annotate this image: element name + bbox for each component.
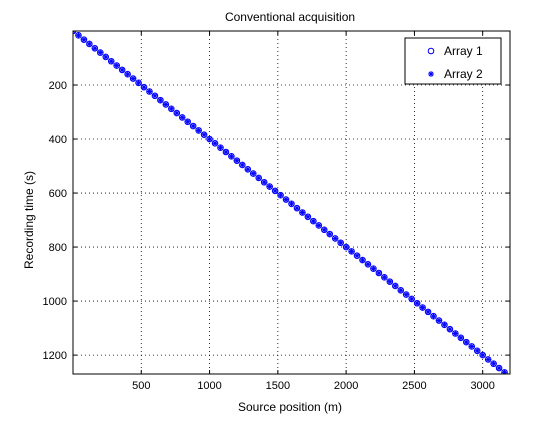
y-tick-label: 1000: [43, 296, 67, 308]
x-tick-label: 1500: [266, 380, 290, 392]
data-point-array-2: [103, 54, 109, 60]
data-point-array-2: [119, 67, 125, 73]
data-point-array-2: [267, 184, 273, 190]
data-point-array-2: [458, 335, 464, 341]
data-point-array-2: [321, 227, 327, 233]
y-tick-label: 400: [49, 134, 67, 146]
axis-ticks: 500 1000 1500 2000 2500 3000 200 400 600 800 1000 1…: [43, 31, 510, 392]
data-point-array-2: [452, 330, 458, 336]
x-tick-label: 3000: [470, 380, 494, 392]
y-tick-label: 600: [49, 188, 67, 200]
data-point-array-2: [81, 37, 87, 43]
data-point-array-2: [179, 114, 185, 120]
data-point-array-2: [365, 261, 371, 267]
x-tick-label: 2000: [334, 380, 358, 392]
data-point-array-2: [431, 313, 437, 319]
chart-title: Conventional acquisition: [225, 10, 355, 24]
x-axis-label: Source position (m): [238, 400, 342, 414]
data-point-array-2: [447, 326, 453, 332]
y-tick-label: 1200: [43, 350, 67, 362]
data-point-array-2: [485, 356, 491, 362]
data-point-array-2: [474, 348, 480, 354]
legend: Array 1 Array 2: [405, 38, 501, 84]
data-point-array-2: [75, 32, 81, 38]
x-tick-label: 2500: [402, 380, 426, 392]
legend-label-array-1: Array 1: [444, 44, 483, 58]
y-tick-label: 800: [49, 242, 67, 254]
y-tick-label: 200: [49, 80, 67, 92]
legend-star-marker: [428, 71, 434, 77]
data-point-array-2: [261, 179, 267, 185]
legend-marker-array-2: [428, 71, 434, 77]
x-tick-label: 500: [132, 380, 150, 392]
legend-label-array-2: Array 2: [444, 67, 483, 81]
data-point-array-2: [425, 309, 431, 315]
x-tick-label: 1000: [197, 380, 221, 392]
data-point-array-2: [92, 45, 98, 51]
data-point-array-2: [114, 63, 120, 69]
data-point-array-2: [86, 41, 92, 47]
data-point-array-2: [97, 50, 103, 56]
data-point-array-2: [420, 305, 426, 311]
data-point-array-2: [152, 93, 158, 99]
y-axis-label: Recording time (s): [22, 171, 36, 269]
data-point-array-2: [108, 58, 114, 64]
data-point-array-2: [125, 71, 131, 77]
data-point-array-2: [480, 352, 486, 358]
